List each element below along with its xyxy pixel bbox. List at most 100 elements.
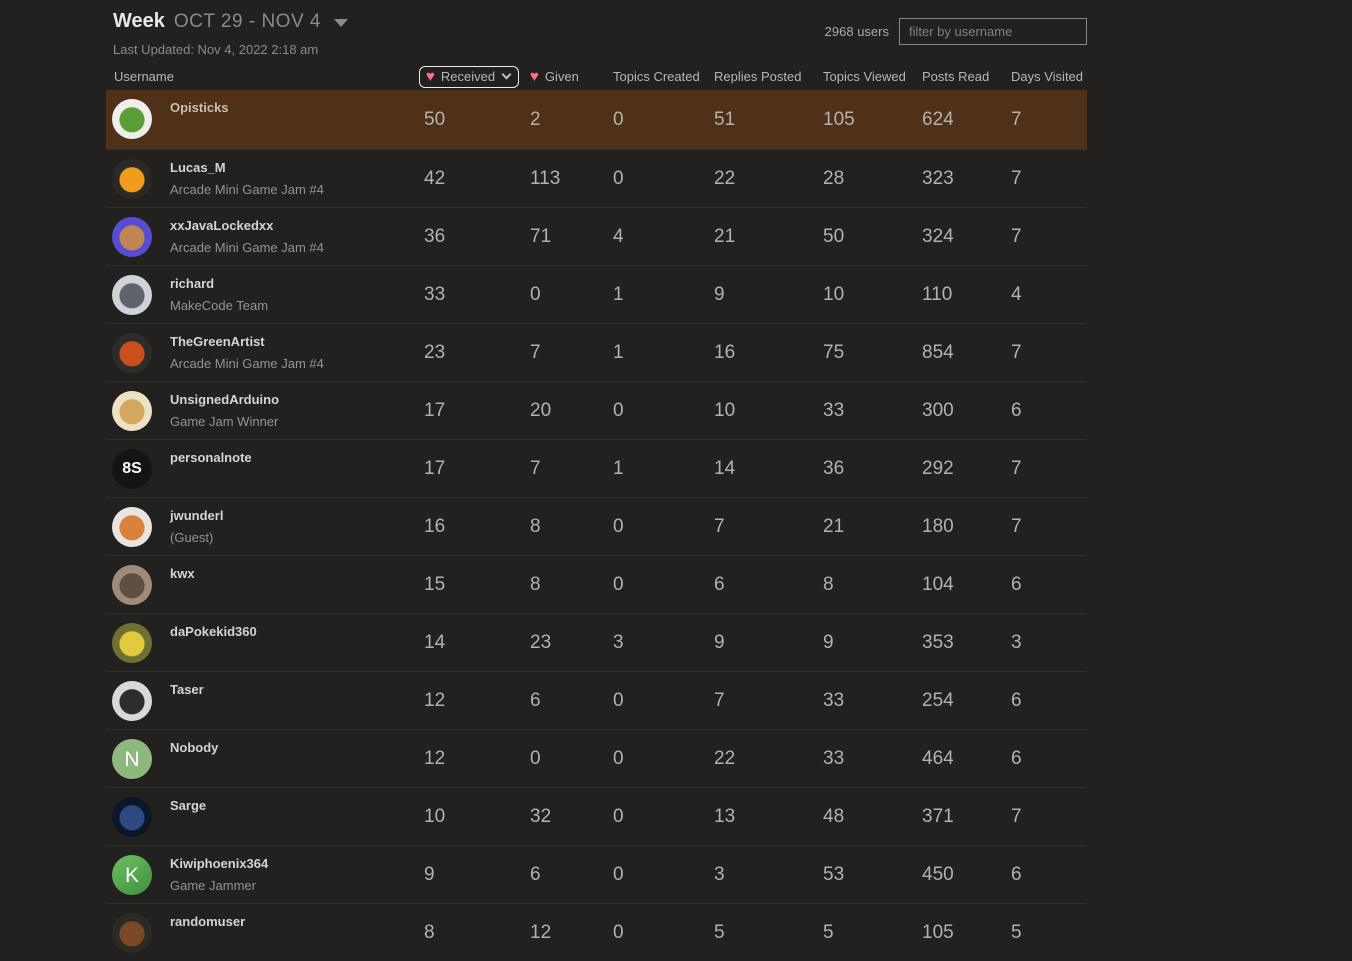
table-row: randomuser 8 12 0 5 5 105 5 (106, 903, 1087, 961)
received-count: 14 (424, 631, 446, 653)
sarge-avatar[interactable] (112, 797, 152, 837)
received-count: 50 (424, 108, 446, 130)
opisticks-avatar[interactable] (112, 99, 152, 139)
replies-posted-count: 14 (714, 457, 736, 479)
username-link[interactable]: Opisticks (170, 100, 229, 115)
username-link[interactable]: randomuser (170, 914, 246, 929)
user-cell: randomuser (106, 904, 424, 961)
kiwiphoenix364-avatar[interactable]: K (112, 855, 152, 895)
given-count: 0 (530, 747, 541, 769)
username-link[interactable]: Sarge (170, 798, 207, 813)
period-selector[interactable]: Week OCT 29 - NOV 4 (113, 10, 348, 33)
jwunderl-avatar[interactable] (112, 507, 152, 547)
users-table: Username ♥ Received ♥ Given Topics Creat… (106, 63, 1087, 961)
user-cell: N Nobody (106, 730, 424, 787)
table-row: Opisticks 50 2 0 51 105 624 7 (106, 90, 1087, 149)
topics-viewed-count: 33 (823, 399, 845, 421)
username-link[interactable]: Lucas_M (170, 160, 226, 175)
days-visited-count: 7 (1011, 805, 1022, 827)
filter-area: 2968 users (780, 18, 1087, 45)
days-visited-count: 7 (1011, 108, 1022, 130)
user-cell: xxJavaLockedxx Arcade Mini Game Jam #4 (106, 208, 424, 265)
unsignedarduino-avatar[interactable] (112, 391, 152, 431)
column-header-topics-viewed[interactable]: Topics Viewed (823, 69, 906, 84)
posts-read-count: 104 (922, 573, 954, 595)
randomuser-avatar[interactable] (112, 913, 152, 953)
column-header-username[interactable]: Username (114, 69, 174, 84)
username-link[interactable]: Kiwiphoenix364 (170, 856, 269, 871)
personalnote-avatar[interactable]: 8S (112, 449, 152, 489)
filter-by-username-input[interactable] (899, 18, 1087, 45)
column-header-received[interactable]: ♥ Received (419, 65, 530, 88)
posts-read-count: 371 (922, 805, 954, 827)
richard-avatar[interactable] (112, 275, 152, 315)
username-link[interactable]: Taser (170, 682, 204, 697)
username-link[interactable]: UnsignedArduino (170, 392, 280, 407)
period-label: Week (113, 10, 165, 32)
received-count: 16 (424, 515, 446, 537)
username-link[interactable]: richard (170, 276, 215, 291)
posts-read-count: 323 (922, 167, 954, 189)
user-title: (Guest) (170, 530, 214, 545)
given-count: 7 (530, 457, 541, 479)
user-cell: Lucas_M Arcade Mini Game Jam #4 (106, 150, 424, 207)
days-visited-count: 7 (1011, 457, 1022, 479)
topics-created-count: 0 (613, 747, 624, 769)
topics-created-count: 3 (613, 631, 624, 653)
replies-posted-count: 3 (714, 863, 725, 885)
lucas-m-avatar[interactable] (112, 159, 152, 199)
posts-read-count: 464 (922, 747, 954, 769)
topics-viewed-count: 10 (823, 283, 845, 305)
column-header-replies-posted[interactable]: Replies Posted (714, 69, 802, 84)
days-visited-count: 5 (1011, 921, 1022, 943)
topics-created-count: 1 (613, 457, 624, 479)
given-count: 8 (530, 573, 541, 595)
topics-created-count: 0 (613, 863, 624, 885)
username-link[interactable]: personalnote (170, 450, 252, 465)
user-cell: TheGreenArtist Arcade Mini Game Jam #4 (106, 324, 424, 381)
days-visited-count: 7 (1011, 515, 1022, 537)
column-header-given[interactable]: ♥ Given (530, 69, 613, 84)
topics-viewed-count: 48 (823, 805, 845, 827)
topics-created-count: 0 (613, 805, 624, 827)
username-link[interactable]: TheGreenArtist (170, 334, 265, 349)
column-header-posts-read[interactable]: Posts Read (922, 69, 990, 84)
topics-viewed-count: 5 (823, 921, 834, 943)
nobody-avatar[interactable]: N (112, 739, 152, 779)
user-title: Arcade Mini Game Jam #4 (170, 182, 324, 197)
taser-avatar[interactable] (112, 681, 152, 721)
topics-viewed-count: 36 (823, 457, 845, 479)
table-row: daPokekid360 14 23 3 9 9 353 3 (106, 613, 1087, 671)
replies-posted-count: 51 (714, 108, 736, 130)
given-count: 0 (530, 283, 541, 305)
period-range: OCT 29 - NOV 4 (173, 10, 321, 32)
username-link[interactable]: kwx (170, 566, 195, 581)
user-cell: 8S personalnote (106, 440, 424, 497)
given-count: 23 (530, 631, 552, 653)
sort-by-received-select[interactable]: ♥ Received (419, 65, 520, 88)
xxjavalockedxx-avatar[interactable] (112, 217, 152, 257)
given-count: 71 (530, 225, 552, 247)
replies-posted-count: 9 (714, 631, 725, 653)
column-header-topics-created[interactable]: Topics Created (613, 69, 700, 84)
username-link[interactable]: daPokekid360 (170, 624, 257, 639)
username-link[interactable]: jwunderl (170, 508, 224, 523)
table-row: UnsignedArduino Game Jam Winner 17 20 0 … (106, 381, 1087, 439)
period-header: Week OCT 29 - NOV 4 Last Updated: Nov 4,… (113, 10, 348, 57)
heart-icon: ♥ (426, 67, 435, 85)
received-count: 36 (424, 225, 446, 247)
received-count: 9 (424, 863, 435, 885)
user-title: Arcade Mini Game Jam #4 (170, 240, 324, 255)
replies-posted-count: 9 (714, 283, 725, 305)
user-cell: Sarge (106, 788, 424, 845)
table-row: N Nobody 12 0 0 22 33 464 6 (106, 729, 1087, 787)
username-link[interactable]: Nobody (170, 740, 219, 755)
thegreenartist-avatar[interactable] (112, 333, 152, 373)
posts-read-count: 353 (922, 631, 954, 653)
table-row: Sarge 10 32 0 13 48 371 7 (106, 787, 1087, 845)
column-header-days-visited[interactable]: Days Visited (1011, 69, 1084, 84)
username-link[interactable]: xxJavaLockedxx (170, 218, 274, 233)
dapokekid360-avatar[interactable] (112, 623, 152, 663)
kwx-avatar[interactable] (112, 565, 152, 605)
chevron-down-icon[interactable] (333, 19, 348, 27)
